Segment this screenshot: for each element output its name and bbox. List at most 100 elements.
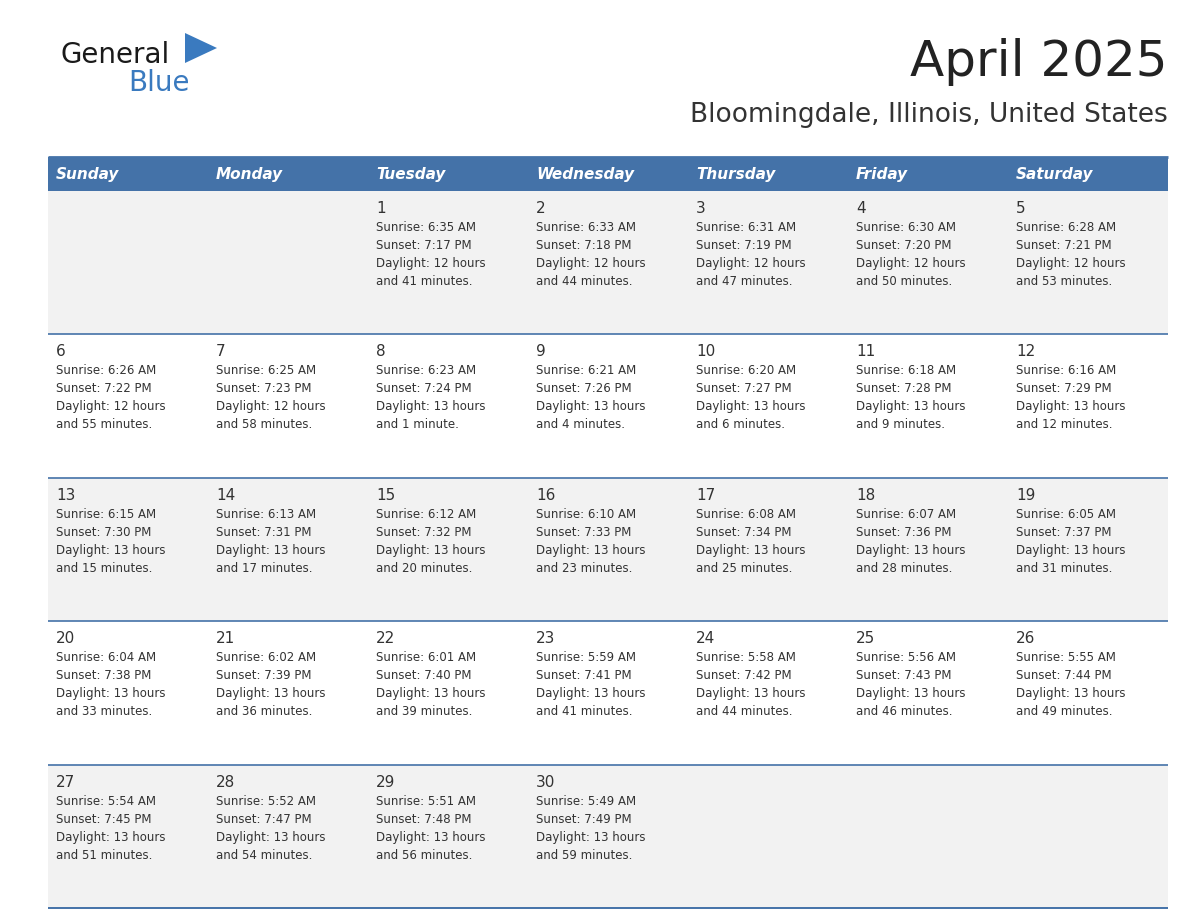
Text: 28: 28	[216, 775, 235, 789]
Bar	[848, 621, 1007, 765]
Text: Sunset: 7:22 PM: Sunset: 7:22 PM	[56, 383, 152, 396]
Text: and 9 minutes.: and 9 minutes.	[857, 419, 944, 431]
Text: Daylight: 12 hours: Daylight: 12 hours	[696, 257, 805, 270]
Text: 11: 11	[857, 344, 876, 360]
Text: 5: 5	[1016, 201, 1025, 216]
Text: and 15 minutes.: and 15 minutes.	[56, 562, 152, 575]
Bar	[527, 334, 688, 477]
Text: Sunset: 7:42 PM: Sunset: 7:42 PM	[696, 669, 791, 682]
Text: Sunrise: 5:56 AM: Sunrise: 5:56 AM	[857, 651, 956, 665]
Text: Daylight: 12 hours: Daylight: 12 hours	[857, 257, 966, 270]
Text: Sunrise: 6:15 AM: Sunrise: 6:15 AM	[56, 508, 156, 521]
Text: Daylight: 13 hours: Daylight: 13 hours	[696, 400, 805, 413]
Text: Daylight: 13 hours: Daylight: 13 hours	[1016, 400, 1125, 413]
Text: Sunset: 7:18 PM: Sunset: 7:18 PM	[536, 239, 632, 252]
Text: and 54 minutes.: and 54 minutes.	[216, 848, 312, 862]
Text: and 58 minutes.: and 58 minutes.	[216, 419, 312, 431]
Text: Daylight: 13 hours: Daylight: 13 hours	[56, 831, 165, 844]
Text: Sunset: 7:43 PM: Sunset: 7:43 PM	[857, 669, 952, 682]
Bar	[48, 334, 208, 477]
Text: Sunrise: 6:13 AM: Sunrise: 6:13 AM	[216, 508, 316, 521]
Text: and 12 minutes.: and 12 minutes.	[1016, 419, 1112, 431]
Text: Bloomingdale, Illinois, United States: Bloomingdale, Illinois, United States	[690, 102, 1168, 128]
Text: Sunrise: 5:58 AM: Sunrise: 5:58 AM	[696, 651, 796, 665]
Text: Sunrise: 6:05 AM: Sunrise: 6:05 AM	[1016, 508, 1116, 521]
Text: Sunrise: 5:51 AM: Sunrise: 5:51 AM	[375, 795, 476, 808]
Text: Sunday: Sunday	[56, 166, 119, 182]
Text: Sunset: 7:21 PM: Sunset: 7:21 PM	[1016, 239, 1112, 252]
Text: Tuesday: Tuesday	[375, 166, 446, 182]
Text: and 39 minutes.: and 39 minutes.	[375, 705, 473, 718]
Text: and 20 minutes.: and 20 minutes.	[375, 562, 473, 575]
Bar	[688, 477, 848, 621]
Text: Sunset: 7:23 PM: Sunset: 7:23 PM	[216, 383, 311, 396]
Text: Sunrise: 6:30 AM: Sunrise: 6:30 AM	[857, 221, 956, 234]
Bar	[48, 621, 208, 765]
Text: Sunrise: 6:16 AM: Sunrise: 6:16 AM	[1016, 364, 1117, 377]
Text: Sunrise: 6:07 AM: Sunrise: 6:07 AM	[857, 508, 956, 521]
Bar	[1007, 765, 1168, 908]
Text: 16: 16	[536, 487, 555, 503]
Bar	[208, 334, 368, 477]
Polygon shape	[185, 33, 217, 63]
Text: Sunrise: 5:49 AM: Sunrise: 5:49 AM	[536, 795, 636, 808]
Bar	[1007, 477, 1168, 621]
Bar	[527, 191, 688, 334]
Bar	[48, 157, 1168, 191]
Bar	[688, 621, 848, 765]
Text: 30: 30	[536, 775, 555, 789]
Text: Daylight: 13 hours: Daylight: 13 hours	[56, 543, 165, 557]
Text: and 50 minutes.: and 50 minutes.	[857, 275, 953, 288]
Text: Sunrise: 6:10 AM: Sunrise: 6:10 AM	[536, 508, 636, 521]
Text: Sunset: 7:37 PM: Sunset: 7:37 PM	[1016, 526, 1112, 539]
Bar	[208, 191, 368, 334]
Text: and 4 minutes.: and 4 minutes.	[536, 419, 625, 431]
Text: Sunset: 7:36 PM: Sunset: 7:36 PM	[857, 526, 952, 539]
Text: Sunset: 7:20 PM: Sunset: 7:20 PM	[857, 239, 952, 252]
Text: Sunrise: 6:33 AM: Sunrise: 6:33 AM	[536, 221, 636, 234]
Text: 2: 2	[536, 201, 545, 216]
Bar	[48, 765, 208, 908]
Text: 7: 7	[216, 344, 226, 360]
Text: and 46 minutes.: and 46 minutes.	[857, 705, 953, 718]
Text: 4: 4	[857, 201, 866, 216]
Text: Sunrise: 5:55 AM: Sunrise: 5:55 AM	[1016, 651, 1116, 665]
Text: 18: 18	[857, 487, 876, 503]
Text: 25: 25	[857, 632, 876, 646]
Text: 14: 14	[216, 487, 235, 503]
Text: Sunrise: 5:59 AM: Sunrise: 5:59 AM	[536, 651, 636, 665]
Text: Sunrise: 5:54 AM: Sunrise: 5:54 AM	[56, 795, 156, 808]
Text: Daylight: 13 hours: Daylight: 13 hours	[375, 543, 486, 557]
Text: 8: 8	[375, 344, 386, 360]
Text: and 41 minutes.: and 41 minutes.	[536, 705, 632, 718]
Text: Sunset: 7:31 PM: Sunset: 7:31 PM	[216, 526, 311, 539]
Bar	[208, 477, 368, 621]
Text: Daylight: 13 hours: Daylight: 13 hours	[375, 831, 486, 844]
Text: Thursday: Thursday	[696, 166, 776, 182]
Text: Sunset: 7:26 PM: Sunset: 7:26 PM	[536, 383, 632, 396]
Text: Daylight: 13 hours: Daylight: 13 hours	[216, 831, 326, 844]
Text: 17: 17	[696, 487, 715, 503]
Text: Sunset: 7:47 PM: Sunset: 7:47 PM	[216, 812, 311, 825]
Text: 10: 10	[696, 344, 715, 360]
Text: Saturday: Saturday	[1016, 166, 1093, 182]
Text: Daylight: 13 hours: Daylight: 13 hours	[696, 543, 805, 557]
Text: and 6 minutes.: and 6 minutes.	[696, 419, 785, 431]
Text: 13: 13	[56, 487, 75, 503]
Bar	[368, 334, 527, 477]
Text: 24: 24	[696, 632, 715, 646]
Text: Daylight: 13 hours: Daylight: 13 hours	[375, 400, 486, 413]
Text: and 41 minutes.: and 41 minutes.	[375, 275, 473, 288]
Bar	[48, 477, 208, 621]
Text: Sunrise: 6:18 AM: Sunrise: 6:18 AM	[857, 364, 956, 377]
Text: and 33 minutes.: and 33 minutes.	[56, 705, 152, 718]
Text: Sunset: 7:32 PM: Sunset: 7:32 PM	[375, 526, 472, 539]
Text: Sunset: 7:30 PM: Sunset: 7:30 PM	[56, 526, 151, 539]
Text: Sunrise: 6:01 AM: Sunrise: 6:01 AM	[375, 651, 476, 665]
Text: Daylight: 13 hours: Daylight: 13 hours	[536, 831, 645, 844]
Text: and 1 minute.: and 1 minute.	[375, 419, 459, 431]
Text: 27: 27	[56, 775, 75, 789]
Text: 21: 21	[216, 632, 235, 646]
Bar	[368, 621, 527, 765]
Text: Daylight: 13 hours: Daylight: 13 hours	[857, 400, 966, 413]
